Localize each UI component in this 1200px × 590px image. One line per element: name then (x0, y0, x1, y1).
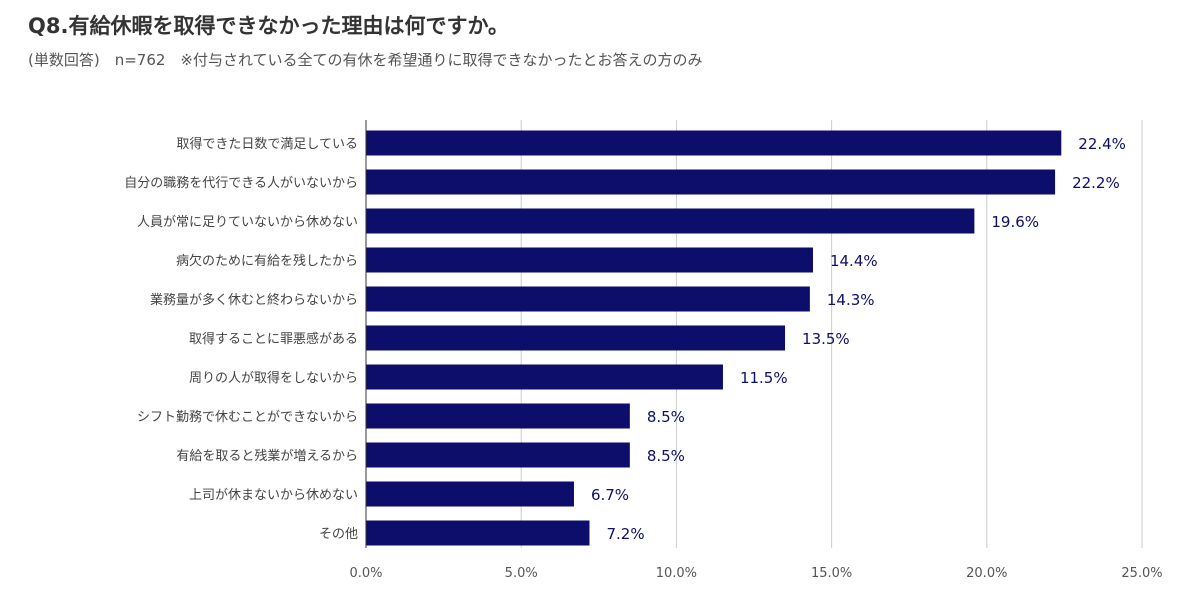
bar (366, 403, 630, 429)
x-tick-label: 10.0% (656, 566, 697, 581)
category-label: 有給を取ると残業が増えるから (176, 448, 358, 464)
data-label: 8.5% (647, 408, 685, 426)
data-label: 14.3% (827, 291, 875, 309)
x-tick-label: 20.0% (966, 566, 1007, 581)
data-label: 22.4% (1078, 135, 1126, 153)
bar (366, 442, 630, 468)
data-label: 19.6% (991, 213, 1039, 231)
category-label: シフト勤務で休むことができないから (137, 410, 358, 425)
data-label: 22.2% (1072, 174, 1120, 192)
x-tick-label: 25.0% (1121, 566, 1162, 581)
data-label: 13.5% (802, 330, 850, 348)
bar (366, 169, 1056, 195)
x-tick-label: 0.0% (349, 566, 382, 581)
category-label: 業務量が多く休むと終わらないから (150, 292, 358, 308)
chart-subtitle: (単数回答) n=762 ※付与されている全ての有休を希望通りに取得できなかった… (28, 51, 703, 69)
bar (366, 325, 786, 351)
category-label: 人員が常に足りていないから休めない (137, 215, 358, 230)
category-label: 周りの人が取得をしないから (189, 370, 358, 386)
bar (366, 247, 813, 273)
category-label: 病欠のために有給を残したから (176, 253, 358, 269)
data-label: 11.5% (740, 369, 788, 387)
bar (366, 130, 1062, 156)
category-label: その他 (319, 527, 358, 542)
category-label: 上司が休まないから休めない (189, 488, 358, 503)
data-label: 6.7% (591, 486, 629, 504)
x-tick-label: 15.0% (811, 566, 852, 581)
bar (366, 364, 723, 390)
data-label: 14.4% (830, 252, 878, 270)
category-label: 自分の職務を代行できる人がいないから (124, 176, 358, 191)
bar (366, 481, 574, 507)
data-label: 8.5% (647, 447, 685, 465)
category-label: 取得できた日数で満足している (176, 136, 358, 152)
chart-title: Q8.有給休暇を取得できなかった理由は何ですか。 (28, 14, 510, 38)
bar (366, 286, 810, 312)
x-tick-label: 5.0% (505, 566, 538, 581)
data-label: 7.2% (606, 525, 644, 543)
bar (366, 520, 590, 546)
bar (366, 208, 975, 234)
category-label: 取得することに罪悪感がある (189, 331, 358, 347)
